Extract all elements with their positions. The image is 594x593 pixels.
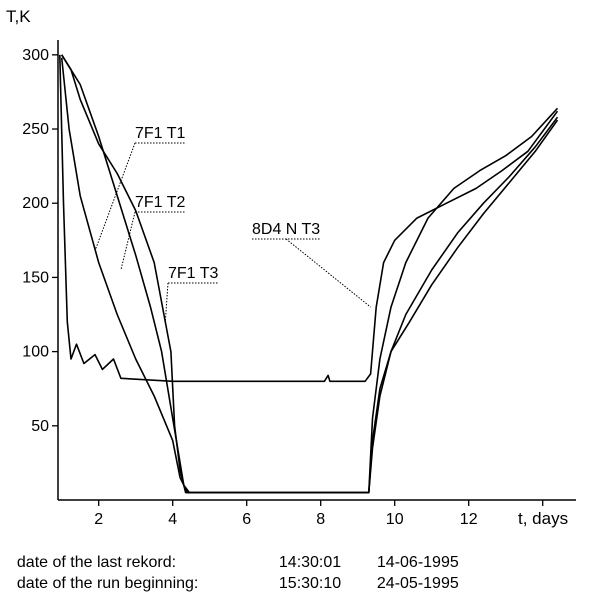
footer-run-beginning: date of the run beginning: 15:30:10 24-05-… — [8, 557, 459, 593]
series-line — [61, 54, 559, 494]
series-line — [60, 57, 559, 494]
x-tick-label: 8 — [316, 511, 325, 528]
series-line — [59, 54, 559, 383]
x-tick-label: 10 — [386, 511, 404, 528]
series-group — [59, 54, 559, 494]
y-tick-label: 150 — [22, 269, 49, 286]
y-tick-label: 200 — [22, 195, 49, 212]
annotation-leader — [164, 282, 169, 322]
run-beginning-label: date of the run beginning: — [16, 575, 199, 592]
annotation-label: 7F1 T2 — [135, 194, 186, 211]
annotation-leader — [285, 238, 371, 308]
annotation-leader — [120, 211, 136, 271]
x-tick-label: 12 — [460, 511, 478, 528]
y-tick-label: 100 — [22, 344, 49, 361]
x-tick-label: 6 — [242, 511, 251, 528]
y-tick-label: 250 — [22, 121, 49, 138]
run-beginning-time: 15:30:10 — [278, 575, 342, 592]
last-record-date: 14-06-1995 — [376, 554, 459, 571]
series-line — [61, 54, 559, 494]
run-beginning-date: 24-05-1995 — [376, 575, 459, 592]
annotations-group: 7F1 T1 7F1 T2 7F1 T3 8D4 N T3 — [94, 125, 371, 322]
last-record-label: date of the last rekord: — [16, 554, 177, 571]
annotation-leader — [94, 142, 136, 251]
annotation-label: 7F1 T3 — [168, 265, 219, 282]
y-tick-label: 300 — [22, 47, 49, 64]
annotation-label: 8D4 N T3 — [252, 221, 320, 238]
ticks-group: 2 4 6 8 10 12 50 100 150 200 250 300 — [22, 47, 544, 528]
annotation-label: 7F1 T1 — [135, 125, 186, 142]
last-record-time: 14:30:01 — [278, 554, 342, 571]
x-tick-label: 4 — [168, 511, 177, 528]
y-tick-label: 50 — [31, 418, 49, 435]
x-axis-title: t, days — [518, 509, 568, 528]
y-axis-title: T,K — [6, 7, 31, 26]
footer-last-record: date of the last rekord: 14:30:01 14-06-19… — [8, 536, 459, 572]
x-tick-label: 2 — [94, 511, 103, 528]
